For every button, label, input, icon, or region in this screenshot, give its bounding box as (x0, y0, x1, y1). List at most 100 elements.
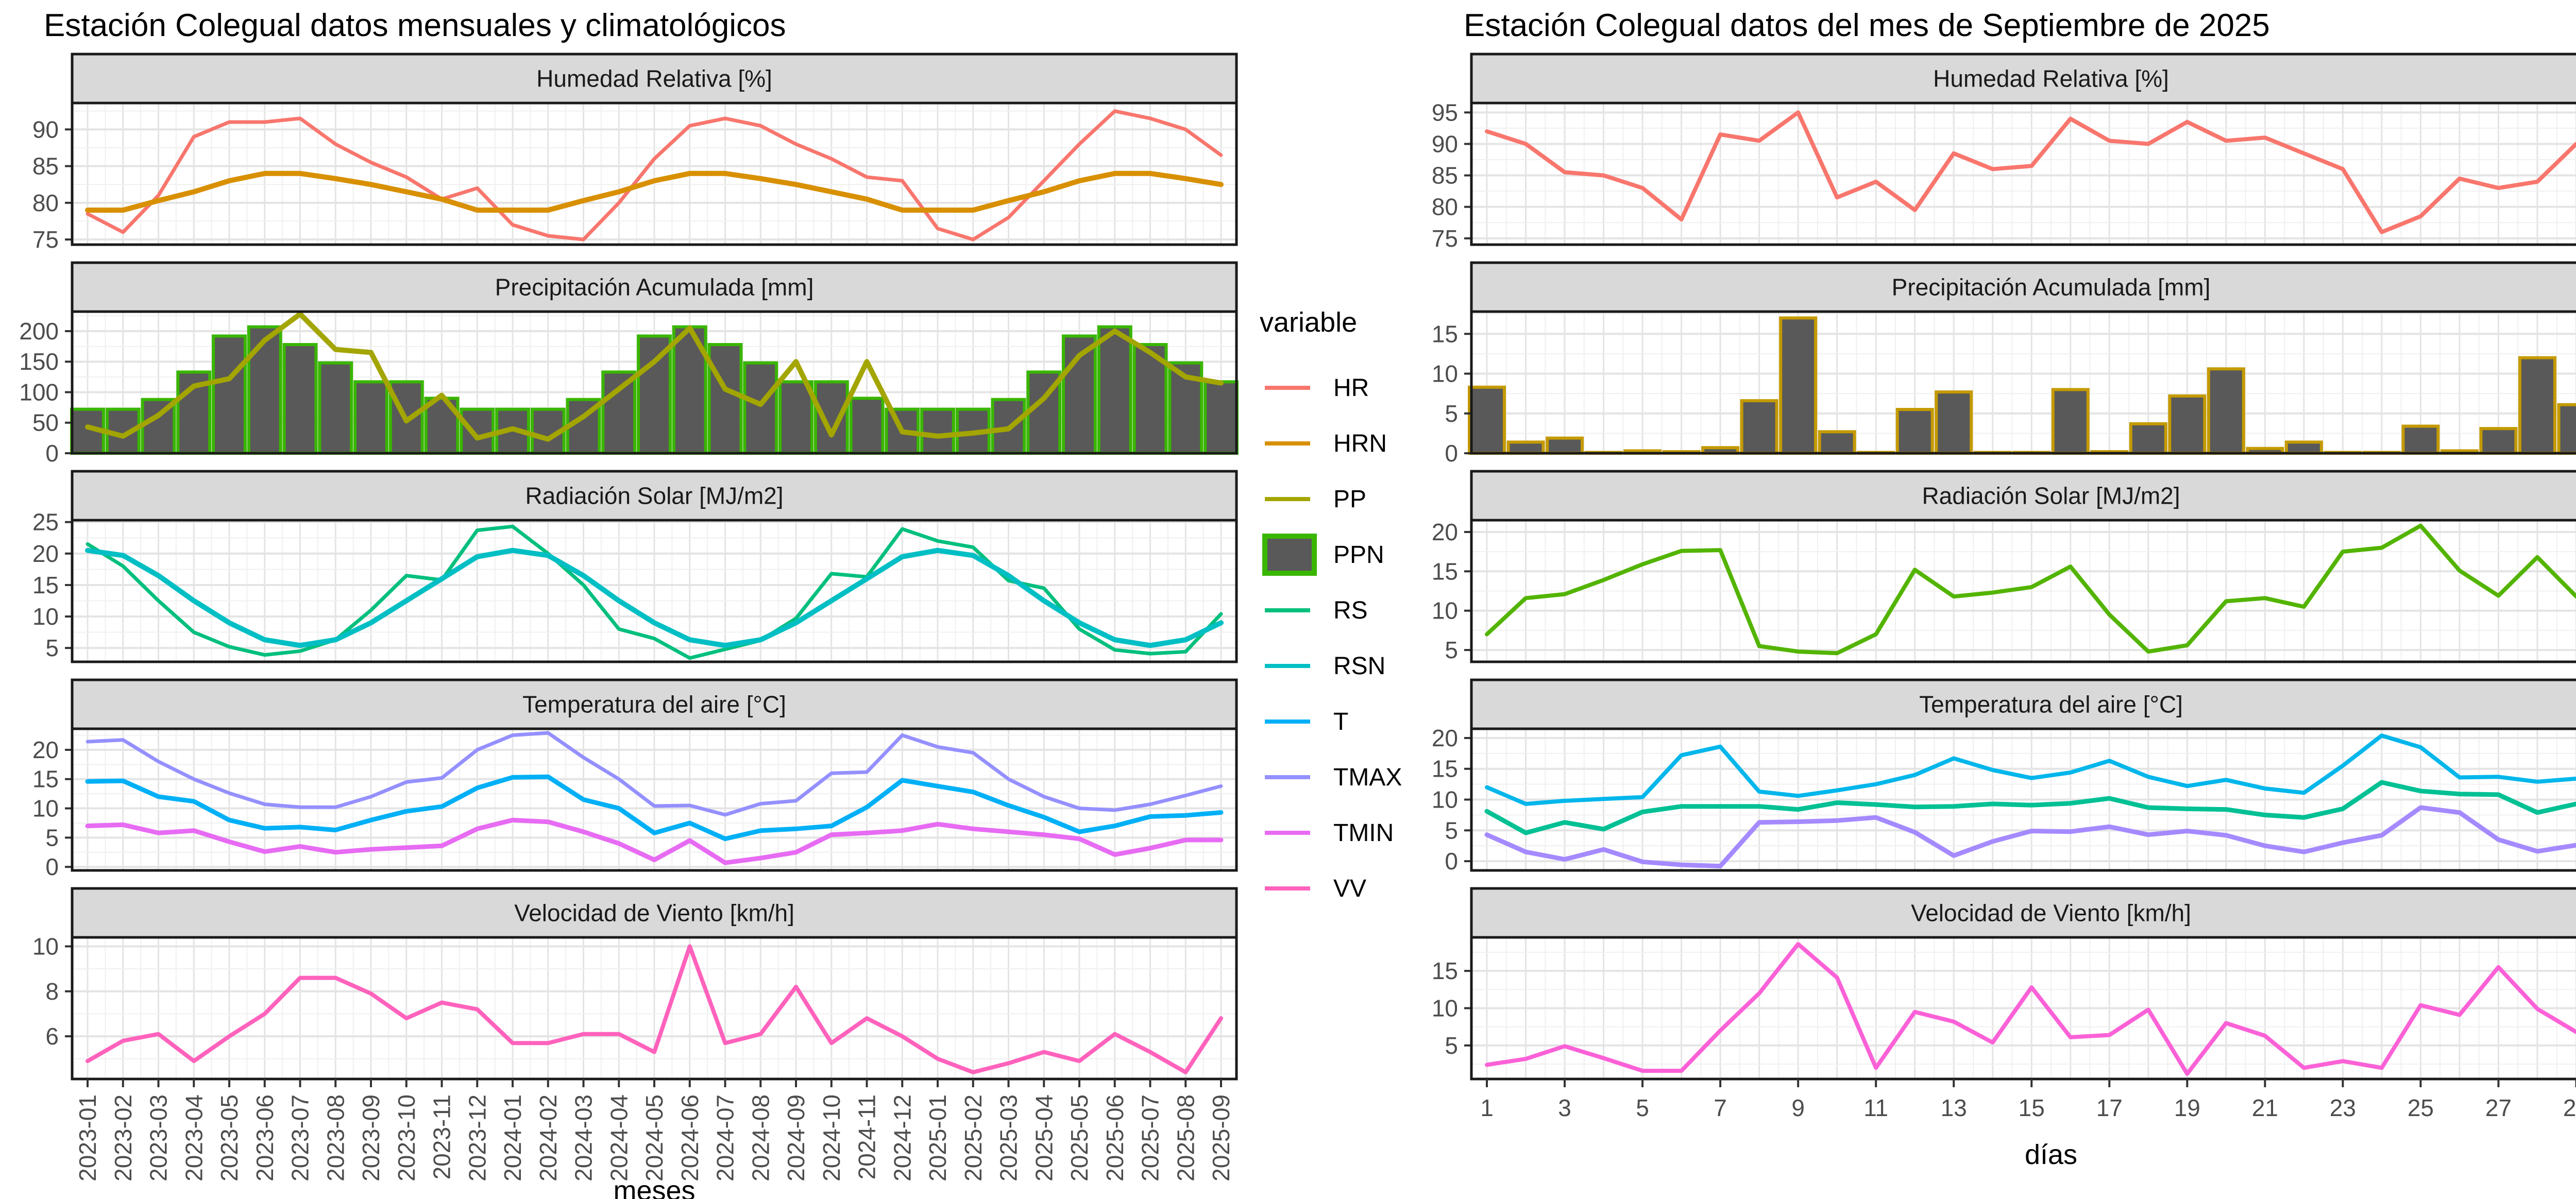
bar-PPN (318, 361, 353, 455)
line-HRN (85, 170, 1224, 213)
facet-strip-label: Humedad Relativa [%] (1933, 65, 2169, 92)
facet-strip (71, 261, 1238, 313)
facet-strip (71, 678, 1238, 730)
x-tick-label: 2023-08 (322, 1094, 349, 1181)
x-tick-label: 2025-07 (1137, 1094, 1164, 1181)
y-tick-label: 80 (1432, 194, 1458, 220)
bar-PPN (247, 325, 282, 455)
x-tick-label: 15 (2019, 1094, 2045, 1121)
x-tick-label: 2024-03 (570, 1094, 597, 1181)
line-T (1484, 780, 2576, 835)
x-tick-label: 2023-06 (251, 1094, 278, 1181)
x-tick-label: 2024-12 (889, 1094, 916, 1181)
bar-PP (1546, 436, 1584, 455)
y-tick-label: 15 (1432, 957, 1458, 984)
line-PP (85, 311, 1224, 442)
x-tick-label: 2024-09 (783, 1094, 809, 1181)
bar-PPN (778, 380, 814, 455)
y-tick-label: 10 (32, 933, 59, 960)
y-tick-label: 5 (1445, 637, 1458, 663)
bar-PP (1468, 385, 1506, 455)
y-tick-label: 5 (1445, 1032, 1458, 1059)
y-tick-label: 10 (32, 603, 59, 630)
legend-label-RS: RS (1333, 597, 1368, 624)
y-tick-label: 15 (1432, 320, 1458, 347)
september-chart-title: Estación Colegual datos del mes de Septi… (1464, 8, 2270, 43)
facet-strip (71, 53, 1238, 105)
bar-PPN (601, 370, 637, 455)
y-tick-label: 150 (19, 348, 59, 375)
line-TMIN (85, 817, 1224, 865)
x-tick-label: 27 (2485, 1094, 2512, 1121)
bar-PP (2518, 356, 2556, 455)
facet-strip-label: Velocidad de Viento [km/h] (1911, 900, 2191, 927)
facet-strip (1470, 887, 2576, 939)
y-tick-label: 80 (32, 190, 59, 216)
bar-PPN (707, 343, 743, 455)
y-tick-label: 5 (1445, 400, 1458, 427)
bar-PP (2129, 422, 2167, 455)
panel-background (1471, 103, 2576, 245)
monthly-chart-title: Estación Colegual datos mensuales y clim… (44, 8, 786, 43)
x-tick-label: 2025-04 (1030, 1094, 1057, 1181)
y-tick-label: 20 (1432, 725, 1458, 751)
x-tick-label: 9 (1791, 1094, 1805, 1121)
y-tick-label: 8 (45, 978, 59, 1005)
legend-title: variable (1260, 307, 1357, 338)
facet-strip-label: Velocidad de Viento [km/h] (514, 900, 794, 927)
y-tick-label: 85 (1432, 162, 1458, 189)
x-tick-label: 2024-01 (499, 1094, 526, 1181)
x-tick-label: 7 (1714, 1094, 1727, 1121)
bar-PPN (212, 334, 247, 455)
y-tick-label: 5 (45, 824, 59, 851)
bar-PP (2168, 394, 2207, 455)
legend-label-TMIN: TMIN (1333, 819, 1394, 847)
x-tick-label: 2024-05 (641, 1094, 668, 1181)
x-tick-label: 2025-06 (1101, 1094, 1128, 1181)
legend-label-HRN: HRN (1333, 430, 1387, 457)
x-tick-label: 5 (1636, 1094, 1649, 1121)
y-tick-label: 20 (32, 540, 59, 567)
y-tick-label: 20 (1432, 519, 1458, 545)
x-tick-label: 2023-05 (216, 1094, 243, 1181)
line-RS (86, 524, 1223, 660)
bar-PPN (849, 397, 885, 455)
y-tick-label: 0 (45, 853, 59, 880)
y-tick-label: 10 (1432, 995, 1458, 1022)
line-TMAX (86, 731, 1223, 817)
x-tick-label: 2025-05 (1066, 1094, 1093, 1181)
bar-PPN (460, 407, 495, 455)
line-VV (86, 944, 1223, 1074)
x-tick-label: 1 (1480, 1094, 1494, 1121)
y-tick-label: 10 (1432, 597, 1458, 624)
bar-PP (2284, 440, 2323, 455)
y-tick-label: 25 (32, 509, 59, 536)
y-tick-label: 90 (1432, 130, 1458, 157)
y-tick-label: 15 (32, 766, 59, 793)
facet-strip-label: Precipitación Acumulada [mm] (495, 274, 814, 301)
facet-strip (1470, 678, 2576, 730)
facet-strip (71, 470, 1238, 522)
x-tick-label: 21 (2252, 1094, 2278, 1121)
x-tick-label: 2023-12 (464, 1094, 490, 1181)
x-tick-label: 23 (2330, 1094, 2356, 1121)
y-tick-label: 85 (32, 153, 59, 180)
x-tick-label: 2023-07 (287, 1094, 314, 1181)
y-tick-label: 5 (45, 635, 59, 661)
x-tick-label: 2023-03 (145, 1094, 172, 1181)
legend-swatch-PPN (1262, 534, 1317, 576)
y-tick-label: 10 (32, 795, 59, 822)
line-RS (1485, 523, 2576, 656)
x-tick-label: 19 (2174, 1094, 2200, 1121)
x-tick-label: 25 (2408, 1094, 2434, 1121)
x-tick-label: 2023-01 (74, 1094, 101, 1181)
bar-PP (1779, 316, 1818, 455)
y-tick-label: 100 (19, 379, 59, 405)
line-VV (1485, 942, 2576, 1076)
y-tick-label: 90 (32, 116, 59, 143)
legend-label-VV: VV (1333, 875, 1366, 902)
line-T (85, 774, 1224, 842)
x-tick-label: 2023-10 (393, 1094, 420, 1181)
bar-PP (2207, 367, 2245, 455)
